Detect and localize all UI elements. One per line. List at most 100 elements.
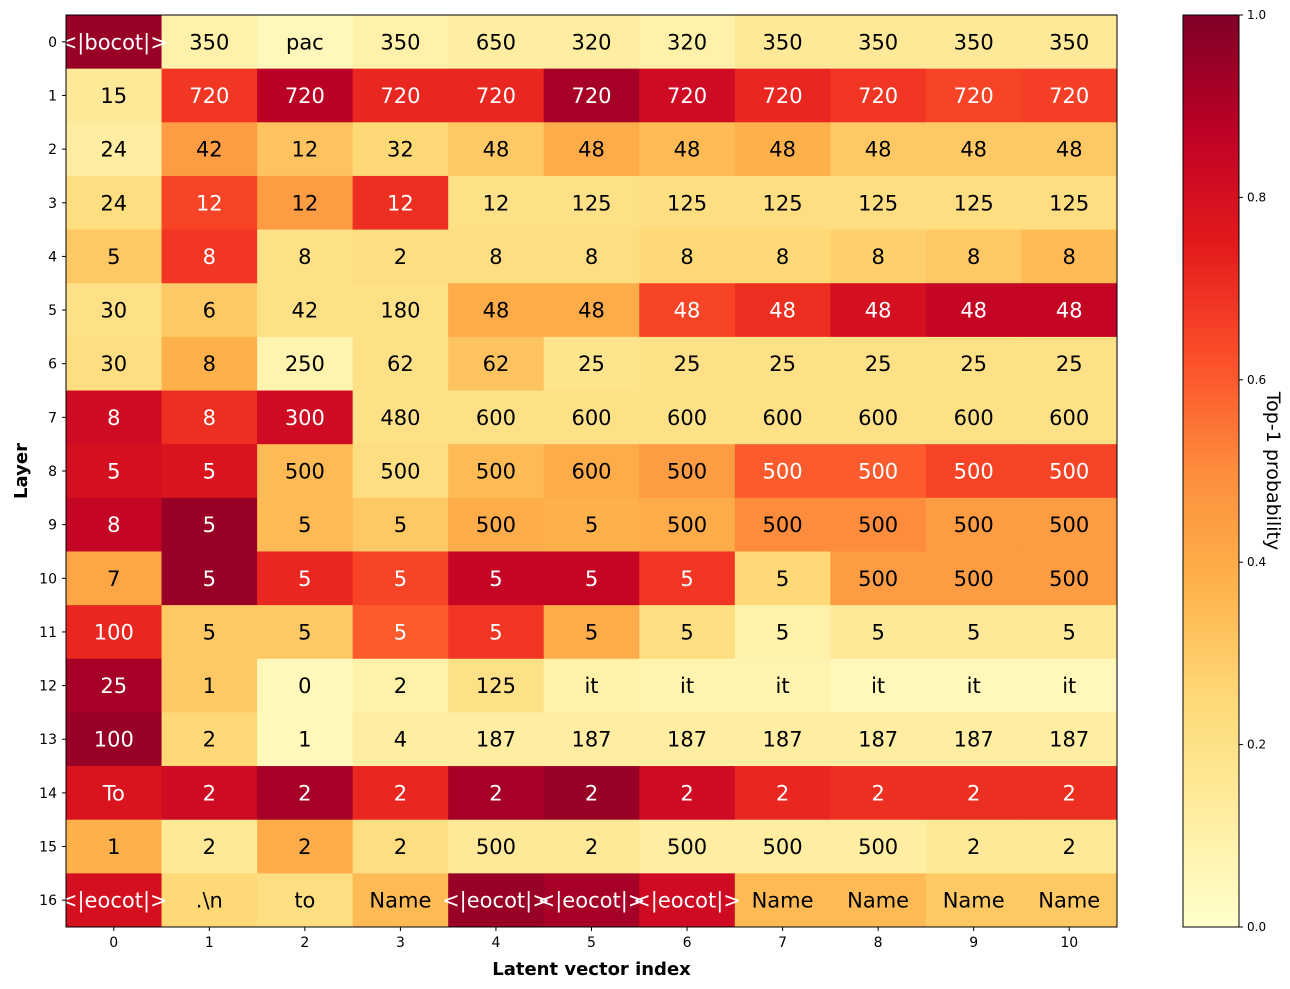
heatmap-cell-r5-c2 xyxy=(257,283,354,338)
heatmap-cell-r4-c2 xyxy=(257,229,354,284)
cell-label-r12-c1: 1 xyxy=(203,674,216,698)
cell-label-r4-c4: 8 xyxy=(489,245,502,269)
cell-label-r16-c5: <|eocot|> xyxy=(538,889,646,914)
cell-label-r0-c8: 350 xyxy=(858,30,898,54)
cell-label-r3-c3: 12 xyxy=(387,191,414,215)
heatmap-cell-r2-c9 xyxy=(925,122,1022,177)
cell-label-r13-c1: 2 xyxy=(203,728,216,752)
colorbar-label: Top-1 probability xyxy=(1262,391,1284,550)
heatmap-cell-r4-c10 xyxy=(1021,229,1118,284)
heatmap-cell-r2-c1 xyxy=(161,122,258,177)
y-tick-label-10: 10 xyxy=(39,571,57,587)
cell-label-r4-c3: 2 xyxy=(394,245,407,269)
heatmap-cell-r12-c0 xyxy=(66,658,163,713)
heatmap-cell-r1-c10 xyxy=(1021,68,1118,123)
cell-label-r14-c2: 2 xyxy=(298,781,311,805)
heatmap-cell-r1-c5 xyxy=(543,68,640,123)
y-tick-label-5: 5 xyxy=(48,303,57,319)
heatmap-cell-r3-c4 xyxy=(448,175,545,231)
heatmap-cell-r2-c7 xyxy=(734,122,831,177)
cell-label-r3-c4: 12 xyxy=(483,191,510,215)
heatmap-cell-r15-c7 xyxy=(734,819,831,874)
x-axis-label: Latent vector index xyxy=(492,959,691,980)
cell-label-r5-c3: 180 xyxy=(380,299,420,323)
cell-label-r9-c5: 5 xyxy=(585,513,598,537)
heatmap-cell-r0-c5 xyxy=(543,15,640,70)
x-tick-label-1: 1 xyxy=(205,935,214,951)
heatmap-cell-r14-c7 xyxy=(734,766,831,821)
cell-label-r5-c2: 42 xyxy=(291,299,318,323)
cell-label-r15-c8: 500 xyxy=(858,835,898,859)
heatmap-cell-r10-c6 xyxy=(639,551,736,606)
heatmap-cell-r8-c9 xyxy=(925,444,1022,499)
cell-label-r8-c1: 5 xyxy=(203,460,216,484)
heatmap-cell-r3-c0 xyxy=(66,175,163,231)
cell-label-r4-c9: 8 xyxy=(967,245,980,269)
heatmap-cell-r10-c8 xyxy=(830,551,927,606)
colorbar-tick-label-0.8: 0.8 xyxy=(1247,190,1266,204)
heatmap-cell-r12-c1 xyxy=(161,658,258,713)
heatmap-cell-r4-c4 xyxy=(448,229,545,284)
cell-label-r8-c8: 500 xyxy=(858,460,898,484)
cell-label-r6-c7: 25 xyxy=(769,352,796,376)
heatmap-cell-r12-c2 xyxy=(257,658,354,713)
y-tick-label-16: 16 xyxy=(39,893,57,909)
heatmap-cell-r5-c10 xyxy=(1021,283,1118,338)
cell-label-r3-c6: 125 xyxy=(667,191,707,215)
cell-label-r0-c3: 350 xyxy=(380,30,420,54)
x-tick-label-2: 2 xyxy=(300,935,309,951)
heatmap-cell-r7-c8 xyxy=(830,390,927,445)
heatmap-cell-r13-c2 xyxy=(257,712,354,767)
heatmap-cell-r8-c4 xyxy=(448,444,545,499)
cell-label-r13-c3: 4 xyxy=(394,728,407,752)
y-tick-label-15: 15 xyxy=(39,840,57,856)
heatmap-cell-r16-c2 xyxy=(257,873,354,928)
heatmap-cell-r11-c2 xyxy=(257,605,354,660)
heatmap-cell-r9-c9 xyxy=(925,497,1022,552)
heatmap-cell-r0-c10 xyxy=(1021,15,1118,70)
cell-label-r3-c8: 125 xyxy=(858,191,898,215)
cell-label-r1-c1: 720 xyxy=(189,84,229,108)
cell-label-r9-c0: 8 xyxy=(107,513,120,537)
cell-label-r2-c5: 48 xyxy=(578,138,605,162)
y-tick-label-6: 6 xyxy=(48,357,57,373)
cell-label-r12-c8: it xyxy=(871,674,885,698)
cell-label-r2-c2: 12 xyxy=(291,138,318,162)
cell-label-r10-c9: 500 xyxy=(954,567,994,591)
cell-label-r12-c6: it xyxy=(680,674,694,698)
cell-label-r15-c4: 500 xyxy=(476,835,516,859)
cell-label-r13-c5: 187 xyxy=(571,728,611,752)
heatmap-cell-r5-c3 xyxy=(352,283,449,338)
cell-label-r2-c10: 48 xyxy=(1056,138,1083,162)
cell-label-r8-c7: 500 xyxy=(763,460,803,484)
cell-label-r5-c5: 48 xyxy=(578,299,605,323)
heatmap-cell-r11-c9 xyxy=(925,605,1022,660)
cell-label-r14-c7: 2 xyxy=(776,781,789,805)
x-tick-label-3: 3 xyxy=(396,935,405,951)
cell-label-r12-c10: it xyxy=(1062,674,1076,698)
cell-label-r6-c6: 25 xyxy=(674,352,701,376)
cell-label-r9-c3: 5 xyxy=(394,513,407,537)
cell-label-r12-c9: it xyxy=(967,674,981,698)
heatmap-cell-r12-c8 xyxy=(830,658,927,713)
cell-label-r2-c1: 42 xyxy=(196,138,223,162)
cell-label-r15-c2: 2 xyxy=(298,835,311,859)
cell-label-r5-c10: 48 xyxy=(1056,299,1083,323)
x-tick-label-8: 8 xyxy=(874,935,883,951)
cell-label-r8-c3: 500 xyxy=(380,460,420,484)
heatmap-cell-r5-c6 xyxy=(639,283,736,338)
heatmap-cell-r2-c6 xyxy=(639,122,736,177)
heatmap-cell-r16-c3 xyxy=(352,873,449,928)
cell-label-r8-c0: 5 xyxy=(107,460,120,484)
cell-label-r13-c2: 1 xyxy=(298,728,311,752)
cell-label-r2-c8: 48 xyxy=(865,138,892,162)
cell-label-r6-c1: 8 xyxy=(203,352,216,376)
colorbar-tick-label-1.0: 1.0 xyxy=(1247,8,1266,22)
heatmap-cell-r5-c8 xyxy=(830,283,927,338)
y-tick-label-4: 4 xyxy=(48,249,57,265)
cell-label-r6-c8: 25 xyxy=(865,352,892,376)
heatmap-cell-r4-c6 xyxy=(639,229,736,284)
cell-label-r6-c3: 62 xyxy=(387,352,414,376)
heatmap-cell-r13-c3 xyxy=(352,712,449,767)
cell-label-r15-c3: 2 xyxy=(394,835,407,859)
